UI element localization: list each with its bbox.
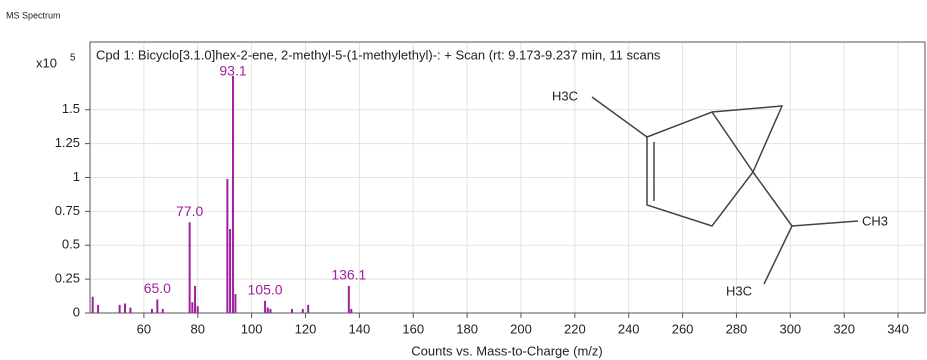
peak-label: 136.1 [331, 267, 366, 283]
structure-label: H3C [552, 88, 578, 103]
y-tick-label: 0.25 [55, 271, 80, 286]
ring [646, 111, 754, 227]
x-tick-label: 60 [137, 321, 151, 336]
x-tick-label: 160 [402, 321, 424, 336]
x-tick-label: 260 [672, 321, 694, 336]
x-tick-label: 200 [510, 321, 532, 336]
x-tick-label: 140 [349, 321, 371, 336]
y-tick-label: 1.5 [62, 101, 80, 116]
structure-label: H3C [726, 283, 752, 298]
y-tick-label: 1 [73, 169, 80, 184]
cyclopropane [711, 105, 784, 173]
chart-title: Cpd 1: Bicyclo[3.1.0]hex-2-ene, 2-methyl… [96, 47, 661, 62]
peak-label: 65.0 [144, 280, 171, 296]
x-tick-label: 280 [726, 321, 748, 336]
x-tick-label: 180 [456, 321, 478, 336]
peak-label: 93.1 [219, 63, 246, 79]
bond [763, 225, 793, 285]
bond [752, 171, 793, 227]
y-multiplier-base: x10 [36, 55, 57, 70]
x-tick-label: 300 [779, 321, 801, 336]
bond [791, 220, 859, 227]
y-tick-label: 1.25 [55, 135, 80, 150]
x-tick-label: 240 [618, 321, 640, 336]
y-multiplier-exponent: 5 [70, 53, 76, 64]
structure-label: CH3 [862, 213, 888, 228]
peak-label: 77.0 [176, 203, 203, 219]
y-tick-label: 0.75 [55, 203, 80, 218]
x-tick-label: 80 [191, 321, 205, 336]
y-tick-label: 0 [73, 304, 80, 319]
x-tick-label: 100 [241, 321, 263, 336]
x-tick-label: 320 [833, 321, 855, 336]
x-axis-label: Counts vs. Mass-to-Charge (m/z) [411, 343, 602, 358]
x-tick-label: 220 [564, 321, 586, 336]
bond [591, 96, 648, 138]
structure: H3C CH3 H3C [552, 88, 888, 298]
peak-label: 105.0 [248, 282, 283, 298]
header: MS Spectrum [6, 10, 61, 20]
x-tick-label: 120 [295, 321, 317, 336]
y-tick-label: 0.5 [62, 237, 80, 252]
x-tick-label: 340 [887, 321, 909, 336]
